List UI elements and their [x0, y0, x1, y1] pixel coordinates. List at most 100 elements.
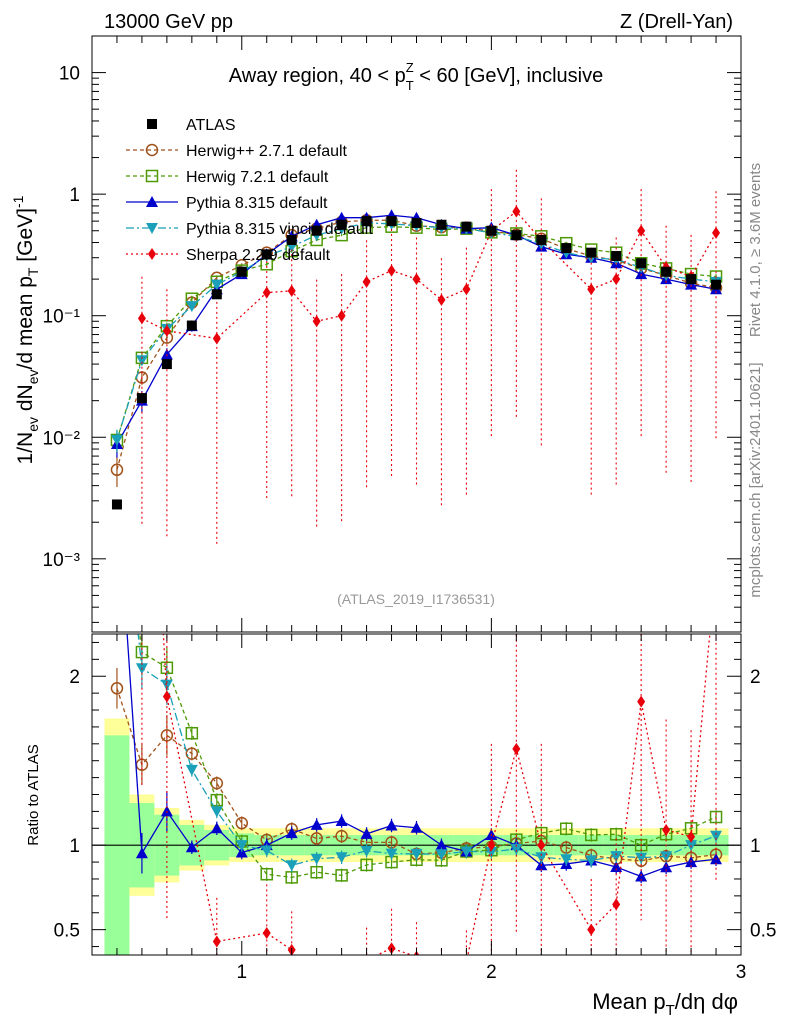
ratio-point	[535, 826, 548, 840]
ratio-point	[687, 830, 696, 843]
data-point	[210, 279, 223, 291]
legend-label: Sherpa 2.2.9 default	[186, 247, 331, 264]
ratio-tick-label: 2	[69, 667, 80, 688]
atlas-point	[161, 359, 172, 370]
ratio-point	[585, 855, 598, 867]
atlas-point	[361, 216, 372, 227]
data-point	[612, 273, 621, 286]
x-tick-label: 3	[736, 962, 747, 983]
ratio-point	[210, 822, 223, 834]
atlas-point	[461, 221, 472, 232]
ratio-point	[310, 853, 323, 865]
atlas-point	[611, 250, 622, 261]
ratio-point	[260, 867, 273, 881]
ratio-point	[212, 935, 221, 948]
x-tick-label: 2	[486, 962, 497, 983]
ratio-point	[110, 682, 124, 695]
ratio-point	[338, 978, 346, 990]
ratio-point	[135, 847, 148, 859]
ratio-point	[335, 829, 348, 843]
atlas-point	[186, 320, 197, 331]
ratio-point	[360, 827, 373, 839]
atlas-point	[586, 247, 597, 258]
ratio-point	[235, 840, 248, 852]
ratio-point	[335, 852, 348, 864]
atlas-point	[411, 217, 422, 228]
ratio-point	[160, 805, 173, 817]
y-axis-label: 1/Nev dNev/d mean pT [GeV]-1	[10, 195, 41, 464]
atlas-point	[136, 393, 147, 404]
data-point	[262, 286, 271, 299]
axes: 1 2 3 10⁻³ 10⁻² 10⁻¹ 1 10 0.5 0.5 1 1 2 2	[43, 35, 776, 983]
ratio-line	[126, 634, 717, 878]
ratio-point	[660, 861, 673, 873]
atlas-point	[236, 266, 247, 277]
data-point	[712, 226, 721, 239]
atlas-point	[111, 499, 122, 510]
ratio-point	[410, 821, 423, 833]
legend-marker	[145, 143, 159, 157]
atlas-point	[261, 249, 272, 260]
ratio-point	[635, 852, 648, 864]
data-point	[162, 324, 171, 337]
ratio-point	[360, 845, 373, 857]
ratio-point	[485, 846, 498, 858]
ratio-tick-label: 1	[69, 836, 80, 857]
atlas-point	[336, 219, 347, 230]
ratio-point	[584, 828, 598, 842]
y-tick-label: 10	[59, 64, 80, 85]
legend-label: ATLAS	[186, 117, 236, 134]
data-point	[312, 315, 321, 328]
atlas-point	[386, 216, 397, 227]
data-point	[362, 275, 371, 288]
ratio-line	[162, 634, 711, 955]
atlas-point	[511, 230, 522, 241]
ratio-point	[185, 841, 198, 853]
ratio-point	[435, 839, 448, 851]
ratio-point	[335, 869, 348, 882]
ratio-line	[137, 634, 717, 866]
ratio-point	[210, 776, 224, 790]
main-plot	[110, 169, 723, 545]
ratio-point	[712, 560, 720, 572]
ratio-tick-label-right: 1	[750, 836, 761, 857]
data-point	[135, 355, 148, 367]
x-axis-label: Mean pT/dη dφ	[592, 989, 738, 1019]
legend-marker	[145, 169, 159, 183]
ratio-point	[185, 764, 198, 776]
data-point	[337, 309, 346, 322]
atlas-point	[636, 258, 647, 269]
ratio-point	[235, 846, 248, 858]
ratio-point	[185, 747, 199, 760]
ratio-point	[313, 978, 321, 990]
ratio-series-3	[135, 634, 723, 873]
legend-label: Pythia 8.315 vincia default	[186, 221, 373, 238]
x-tick-label: 1	[236, 962, 247, 983]
ratio-point	[510, 843, 523, 855]
ratio-series-4	[141, 560, 720, 990]
atlas-point	[486, 225, 497, 236]
ratio-point	[235, 816, 249, 830]
ratio-point	[310, 832, 323, 845]
data-point	[160, 348, 173, 360]
ratio-point	[435, 849, 448, 861]
ratio-point	[335, 815, 348, 827]
data-point	[110, 434, 123, 446]
ratio-tick-label-right: 0.5	[750, 921, 776, 942]
ratio-point	[360, 858, 373, 872]
data-point	[185, 301, 198, 313]
data-point	[512, 205, 521, 218]
data-point	[437, 293, 446, 306]
legend-marker	[146, 196, 158, 207]
ratio-point	[185, 726, 199, 740]
ratio-point	[587, 923, 596, 936]
atlas-point	[661, 266, 672, 277]
ratio-plot	[92, 560, 741, 990]
ratio-point	[709, 810, 723, 824]
ratio-point	[637, 695, 646, 708]
atlas-point	[211, 289, 222, 300]
ratio-point	[262, 927, 271, 940]
ratio-frame	[91, 633, 742, 956]
y-tick-label: 10⁻²	[43, 428, 81, 449]
data-point	[412, 273, 421, 286]
